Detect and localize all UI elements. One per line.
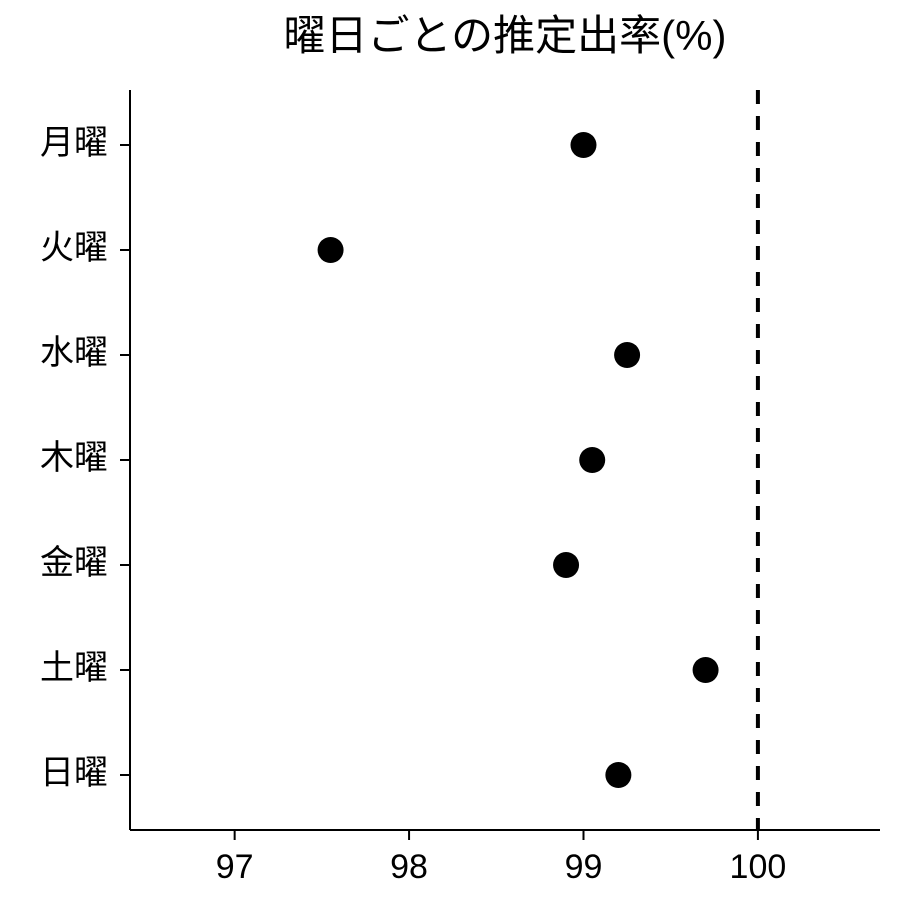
chart-svg: 曜日ごとの推定出率(%) 月曜火曜水曜木曜金曜土曜日曜 97 98 99 100 xyxy=(0,0,900,900)
chart-container: 曜日ごとの推定出率(%) 月曜火曜水曜木曜金曜土曜日曜 97 98 99 100 xyxy=(0,0,900,900)
data-point xyxy=(318,237,344,263)
y-axis-label: 日曜 xyxy=(40,754,108,792)
data-point xyxy=(579,447,605,473)
chart-background xyxy=(0,0,900,900)
x-axis-label: 99 xyxy=(565,848,603,886)
x-axis-label: 100 xyxy=(730,848,787,886)
data-point xyxy=(570,132,596,158)
y-axis-label: 月曜 xyxy=(40,124,108,162)
y-axis-label: 木曜 xyxy=(40,439,108,477)
data-point xyxy=(553,552,579,578)
chart-title: 曜日ごとの推定出率(%) xyxy=(284,12,727,59)
y-axis-label: 水曜 xyxy=(40,334,108,372)
y-axis-label: 火曜 xyxy=(40,229,108,267)
data-point xyxy=(614,342,640,368)
y-axis-label: 土曜 xyxy=(40,649,108,687)
x-axis-label: 97 xyxy=(216,848,254,886)
y-axis-label: 金曜 xyxy=(40,544,108,582)
data-point xyxy=(693,657,719,683)
x-axis-label: 98 xyxy=(390,848,428,886)
data-point xyxy=(605,762,631,788)
